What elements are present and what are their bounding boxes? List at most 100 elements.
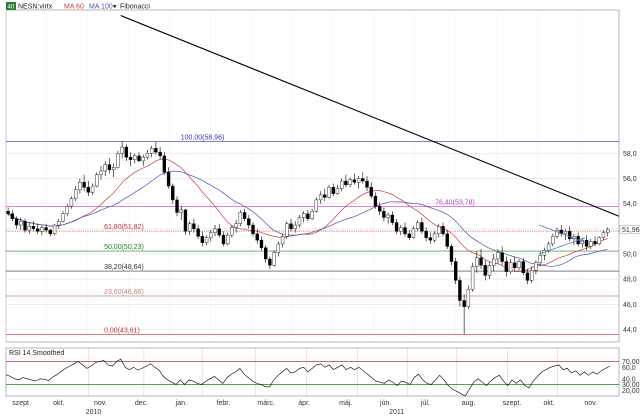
candle-body	[225, 234, 230, 245]
candle-body	[255, 233, 259, 241]
badge-label: 40	[8, 4, 15, 10]
candle-body	[306, 213, 310, 219]
price-tick-label: 56,0	[623, 176, 637, 183]
candle-body	[555, 229, 559, 237]
month-label: febr.	[217, 400, 231, 407]
candle-body	[23, 221, 27, 231]
fibonacci-label[interactable]: Fibonacci	[120, 4, 150, 11]
channel-line	[539, 237, 586, 255]
month-label: ápr.	[298, 400, 310, 407]
symbol-label[interactable]: NESN:virtx	[18, 4, 53, 11]
rsi-pane[interactable]	[5, 347, 620, 397]
candle-body	[331, 187, 335, 194]
candle-body	[230, 227, 234, 236]
candle-body	[48, 229, 53, 235]
candle-body	[276, 243, 281, 253]
candle-body	[192, 223, 196, 230]
candle-body	[285, 223, 289, 237]
fibonacci-label: 76,40(53,78)	[435, 199, 475, 206]
candle-body	[128, 156, 133, 160]
candle-body	[492, 258, 496, 266]
fibonacci-label: 50,00(50,23)	[104, 244, 144, 251]
fibonacci-dropdown-icon[interactable]: ▾	[113, 4, 117, 11]
candle-body	[69, 198, 74, 207]
candle-body	[504, 261, 509, 272]
candle-body	[158, 151, 162, 157]
month-label: szept.	[503, 400, 522, 407]
candle-body	[31, 226, 36, 230]
candle-body	[323, 194, 327, 198]
rsi-tick-label: 70,00	[622, 359, 640, 366]
candle-body	[10, 213, 15, 219]
candle-body	[597, 237, 601, 245]
ma100-label[interactable]: MA 100	[89, 4, 113, 11]
candle-body	[454, 261, 458, 281]
trendlines	[120, 15, 620, 255]
price-pane[interactable]	[5, 9, 620, 343]
candle-body	[475, 257, 479, 267]
candle-body	[293, 224, 297, 230]
candle-body	[479, 257, 483, 266]
rsi-title: RSI 14 Smoothed	[9, 350, 64, 357]
candle-body	[310, 211, 314, 219]
candle-body	[437, 226, 441, 235]
price-grid	[5, 10, 619, 342]
price-tick-label: 48,0	[623, 277, 637, 284]
candle-body	[483, 265, 487, 276]
candle-body	[445, 233, 449, 247]
candle-body	[517, 261, 521, 269]
month-label: okt.	[543, 400, 554, 407]
candle-body	[200, 236, 205, 243]
candle-body	[111, 166, 116, 170]
candle-body	[361, 178, 365, 182]
candle-body	[133, 155, 137, 160]
candle-body	[35, 228, 40, 232]
downtrend-line	[120, 15, 620, 217]
candle-body	[416, 222, 420, 230]
candle-body	[264, 247, 268, 260]
candle-body	[466, 288, 471, 307]
time-axis: szept okt. nov. dec. jan. febr. márc. ápr. máj. j…	[12, 400, 597, 416]
price-axis: 44,046,048,050,052,054,056,058,051,96	[619, 151, 640, 334]
candle-body	[57, 221, 61, 226]
fibonacci-label: 38,20(48,64)	[104, 264, 144, 271]
month-label: aug.	[462, 400, 476, 407]
candle-body	[238, 212, 243, 224]
year-label: 2010	[86, 409, 102, 416]
candle-body	[449, 246, 454, 262]
candle-body	[99, 170, 103, 175]
candle-body	[335, 188, 340, 194]
ma60-label[interactable]: MA 60	[64, 4, 84, 11]
rsi-tick-label: 20,00	[622, 388, 640, 395]
candle-body	[124, 146, 129, 158]
candle-body	[44, 227, 48, 231]
chart-legend: 40 NESN:virtx MA 60 MA 100 ▾ Fibonacci	[6, 2, 150, 11]
candle-body	[268, 258, 272, 266]
price-tick-label: 44,0	[623, 327, 637, 334]
last-price-label: 51,96	[622, 227, 640, 234]
candle-body	[162, 155, 167, 173]
candle-body	[399, 227, 403, 232]
candle-body	[470, 266, 475, 290]
candle-body	[348, 179, 352, 186]
candle-body	[217, 228, 221, 236]
candle-body	[187, 223, 192, 232]
month-label: márc.	[257, 400, 275, 407]
candle-body	[107, 164, 112, 170]
fibonacci-label: 61,80(51,82)	[104, 224, 144, 231]
fibonacci-label: 0,00(43,61)	[104, 327, 140, 334]
candle-body	[40, 227, 44, 232]
candle-body	[52, 224, 57, 235]
candle-body	[103, 164, 107, 172]
candle-body	[314, 199, 319, 212]
candle-body	[234, 223, 238, 228]
candle-body	[356, 178, 361, 183]
candle-body	[340, 180, 344, 189]
candle-body	[242, 212, 247, 219]
candle-body	[530, 270, 534, 281]
candle-body	[82, 182, 86, 188]
candle-body	[179, 209, 183, 213]
price-tick-label: 50,0	[623, 251, 637, 258]
month-label: nov.	[584, 400, 597, 407]
